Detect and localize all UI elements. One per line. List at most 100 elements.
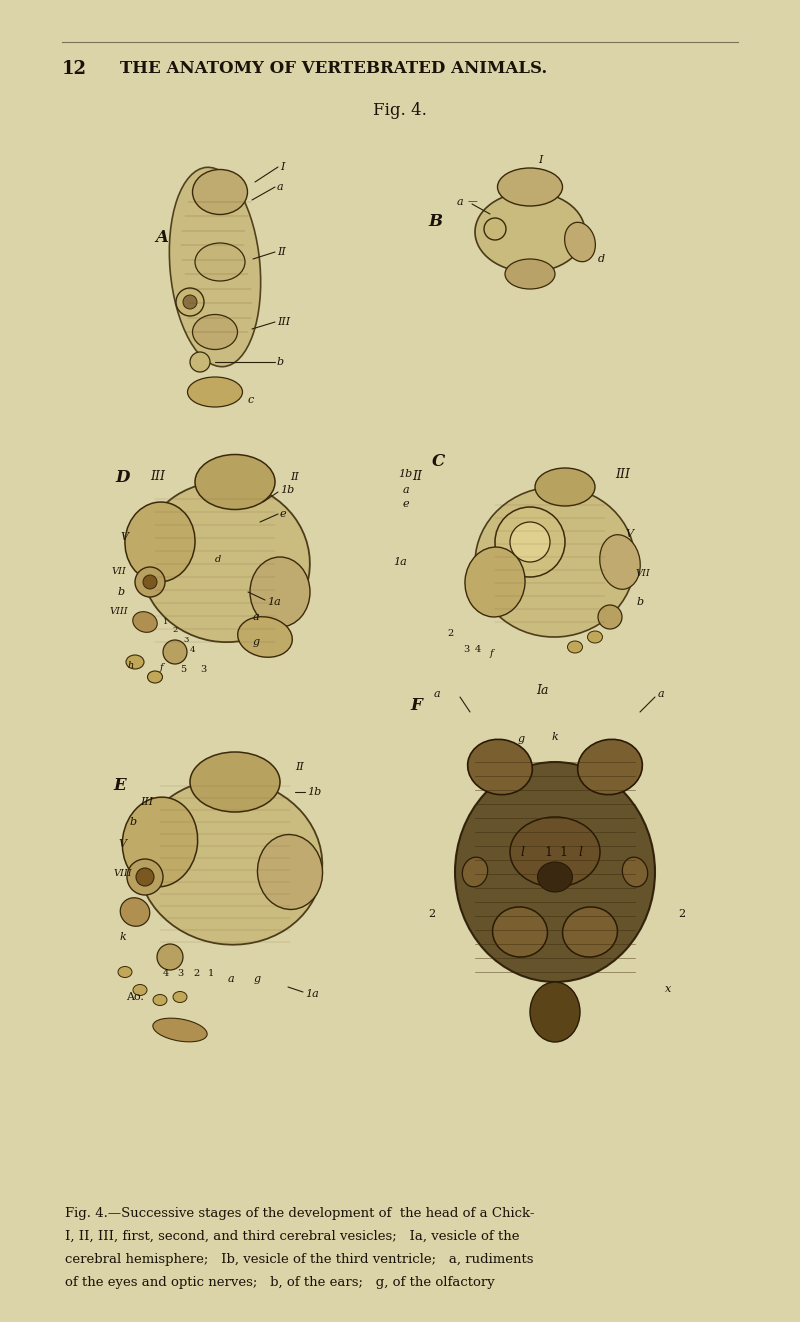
Circle shape — [176, 288, 204, 316]
Text: V: V — [118, 839, 126, 849]
Circle shape — [127, 859, 163, 895]
Ellipse shape — [120, 898, 150, 927]
Text: 1: 1 — [544, 846, 552, 858]
Text: a: a — [228, 974, 234, 984]
Ellipse shape — [193, 315, 238, 349]
Ellipse shape — [600, 534, 640, 590]
Ellipse shape — [535, 468, 595, 506]
Text: l: l — [520, 846, 524, 858]
Text: a: a — [434, 689, 440, 699]
Ellipse shape — [538, 862, 573, 892]
Text: —: — — [468, 197, 478, 206]
Text: k: k — [120, 932, 126, 943]
Ellipse shape — [475, 486, 635, 637]
Text: 1a: 1a — [267, 598, 281, 607]
Text: 3: 3 — [177, 969, 183, 978]
Text: 1b: 1b — [280, 485, 294, 494]
Text: g: g — [253, 637, 260, 646]
Ellipse shape — [195, 455, 275, 509]
Ellipse shape — [195, 243, 245, 282]
Text: V: V — [120, 531, 128, 542]
Text: III: III — [277, 317, 290, 327]
Text: D: D — [115, 468, 130, 485]
Text: E: E — [113, 776, 126, 793]
Ellipse shape — [153, 1018, 207, 1042]
Ellipse shape — [153, 994, 167, 1006]
Circle shape — [157, 944, 183, 970]
Text: 1: 1 — [559, 846, 567, 858]
Text: VIII: VIII — [113, 870, 132, 879]
Text: III: III — [150, 471, 165, 484]
Ellipse shape — [258, 834, 322, 910]
Ellipse shape — [565, 222, 595, 262]
Text: 1b: 1b — [398, 469, 412, 479]
Text: 3: 3 — [463, 645, 470, 654]
Ellipse shape — [238, 617, 292, 657]
Text: b: b — [277, 357, 284, 368]
Text: III: III — [140, 797, 153, 806]
Ellipse shape — [462, 857, 488, 887]
Text: I, II, III, first, second, and third cerebral vesicles;   Ia, vesicle of the: I, II, III, first, second, and third cer… — [65, 1229, 519, 1243]
Text: a: a — [403, 485, 410, 494]
Text: d: d — [598, 254, 605, 264]
Text: II: II — [412, 471, 422, 484]
Ellipse shape — [505, 259, 555, 290]
Ellipse shape — [562, 907, 618, 957]
Text: 1a: 1a — [305, 989, 318, 999]
Ellipse shape — [587, 631, 602, 642]
Text: 12: 12 — [62, 59, 87, 78]
Text: c: c — [248, 395, 254, 405]
Text: Ia: Ia — [536, 683, 549, 697]
Text: b: b — [637, 598, 644, 607]
Ellipse shape — [133, 612, 158, 632]
Circle shape — [163, 640, 187, 664]
Ellipse shape — [250, 557, 310, 627]
Text: VIII: VIII — [110, 608, 129, 616]
Text: 2: 2 — [172, 627, 178, 635]
Text: f: f — [490, 649, 494, 658]
Ellipse shape — [173, 992, 187, 1002]
Text: g: g — [518, 734, 525, 744]
Text: VII: VII — [112, 567, 126, 576]
Text: VII: VII — [636, 570, 650, 579]
Text: 1b: 1b — [307, 787, 322, 797]
Text: Ao.: Ao. — [126, 992, 144, 1002]
Ellipse shape — [170, 168, 261, 366]
Text: C: C — [432, 453, 446, 471]
Circle shape — [143, 575, 157, 590]
Ellipse shape — [498, 168, 562, 206]
Text: h: h — [128, 661, 134, 670]
Text: 1: 1 — [208, 969, 214, 978]
Text: b: b — [130, 817, 137, 828]
Text: 2: 2 — [428, 910, 435, 919]
Text: 1a: 1a — [393, 557, 406, 567]
Text: x: x — [665, 984, 671, 994]
Text: 3: 3 — [200, 665, 206, 673]
Ellipse shape — [122, 797, 198, 887]
Text: Fig. 4.—Successive stages of the development of  the head of a Chick-: Fig. 4.—Successive stages of the develop… — [65, 1207, 534, 1220]
Text: III: III — [615, 468, 630, 480]
Text: I: I — [280, 163, 284, 172]
Text: THE ANATOMY OF VERTEBRATED ANIMALS.: THE ANATOMY OF VERTEBRATED ANIMALS. — [120, 59, 547, 77]
Ellipse shape — [118, 966, 132, 977]
Ellipse shape — [510, 817, 600, 887]
Text: f: f — [160, 662, 164, 672]
Text: a: a — [277, 182, 284, 192]
Ellipse shape — [468, 739, 532, 795]
Circle shape — [484, 218, 506, 241]
Text: 2: 2 — [193, 969, 199, 978]
Text: A: A — [155, 229, 168, 246]
Text: 4: 4 — [475, 645, 482, 654]
Text: Fig. 4.: Fig. 4. — [373, 102, 427, 119]
Circle shape — [183, 295, 197, 309]
Ellipse shape — [138, 779, 322, 945]
Ellipse shape — [475, 192, 585, 272]
Text: V: V — [625, 529, 633, 539]
Text: a: a — [456, 197, 463, 208]
Text: 5: 5 — [180, 665, 186, 673]
Text: 4: 4 — [163, 969, 170, 978]
Text: g: g — [254, 974, 261, 984]
Text: a: a — [658, 689, 665, 699]
Text: I: I — [538, 155, 542, 165]
Ellipse shape — [140, 481, 310, 642]
